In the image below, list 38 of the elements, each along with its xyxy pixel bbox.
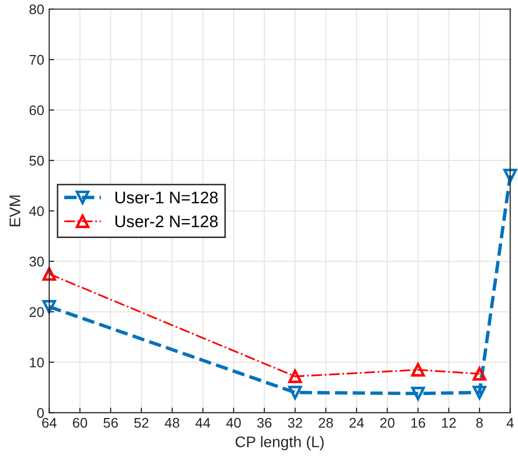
x-tick-label: 56 bbox=[104, 418, 118, 428]
x-tick-label: 52 bbox=[134, 418, 148, 428]
point bbox=[472, 367, 486, 381]
x-tick-label: 44 bbox=[195, 418, 210, 428]
x-tick-label: 20 bbox=[380, 418, 394, 428]
y-tick-label: 80 bbox=[30, 4, 44, 14]
y-tick-label: 50 bbox=[29, 156, 44, 166]
legend-label: User-2 N=128 bbox=[115, 216, 218, 228]
point bbox=[503, 168, 518, 182]
y-tick-label: 40 bbox=[29, 206, 44, 216]
point bbox=[288, 386, 302, 400]
x-tick-label: 48 bbox=[164, 418, 180, 428]
y-tick-label: 60 bbox=[30, 105, 44, 116]
x-tick-label: 28 bbox=[318, 418, 333, 428]
legend-label: User-1 N=128 bbox=[115, 192, 218, 204]
x-tick-label: 64 bbox=[42, 418, 57, 428]
point bbox=[411, 362, 425, 377]
point bbox=[42, 300, 56, 314]
x-tick-label: 16 bbox=[411, 418, 426, 428]
y-tick-label: 20 bbox=[30, 307, 44, 317]
y-tick-label: 0 bbox=[37, 408, 44, 418]
point bbox=[472, 386, 486, 400]
x-axis-title: CP length (L) bbox=[236, 436, 324, 450]
point bbox=[411, 386, 425, 400]
x-tick-label: 60 bbox=[72, 418, 88, 428]
x-tick-label: 4 bbox=[506, 418, 514, 428]
x-tick-label: 36 bbox=[257, 418, 272, 428]
x-tick-label: 24 bbox=[350, 418, 364, 428]
x-tick-label: 40 bbox=[226, 418, 241, 428]
y-axis-title: EVM bbox=[10, 196, 20, 226]
y-tick-label: 30 bbox=[29, 256, 44, 267]
x-tick-label: 12 bbox=[442, 418, 456, 428]
x-tick-label: 8 bbox=[476, 418, 483, 428]
y-tick-label: 10 bbox=[30, 358, 44, 368]
y-tick-label: 70 bbox=[30, 54, 44, 65]
point bbox=[288, 370, 302, 384]
point bbox=[42, 267, 56, 281]
x-tick-label: 32 bbox=[288, 418, 302, 428]
